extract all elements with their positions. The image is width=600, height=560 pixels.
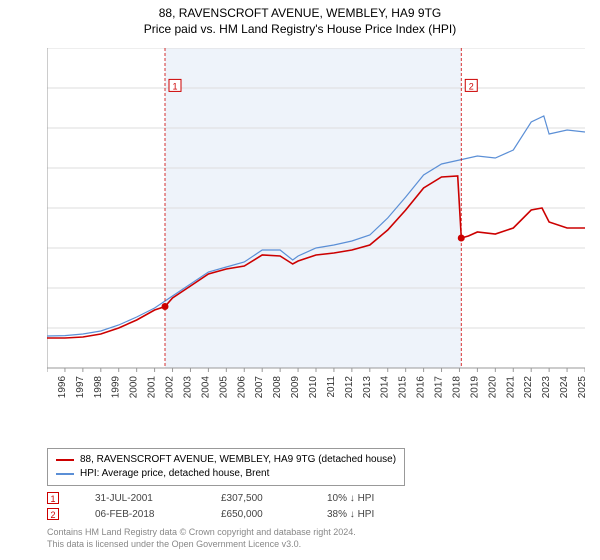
transaction-pct: 38% ↓ HPI: [327, 509, 387, 520]
svg-text:2018: 2018: [451, 376, 462, 399]
transaction-date: 06-FEB-2018: [95, 509, 185, 520]
svg-text:2013: 2013: [362, 376, 373, 399]
transaction-marker: 2: [47, 508, 59, 520]
legend-swatch: [56, 473, 74, 475]
svg-text:2023: 2023: [541, 376, 552, 399]
title-main: 88, RAVENSCROFT AVENUE, WEMBLEY, HA9 9TG: [0, 6, 600, 20]
footer-line-2: This data is licensed under the Open Gov…: [47, 538, 356, 550]
svg-text:2003: 2003: [182, 376, 193, 399]
svg-text:1999: 1999: [111, 376, 122, 399]
svg-text:2001: 2001: [147, 376, 158, 399]
legend: 88, RAVENSCROFT AVENUE, WEMBLEY, HA9 9TG…: [47, 448, 405, 486]
svg-text:2016: 2016: [416, 376, 427, 399]
title-sub: Price paid vs. HM Land Registry's House …: [0, 22, 600, 36]
svg-text:2004: 2004: [200, 376, 211, 399]
svg-text:1996: 1996: [57, 376, 68, 399]
chart-svg: £0£200K£400K£600K£800K£1M£1.2M£1.4M£1.6M…: [47, 48, 585, 408]
svg-text:1: 1: [172, 81, 177, 91]
transaction-rows: 1 31-JUL-2001 £307,500 10% ↓ HPI 2 06-FEB-201…: [47, 492, 387, 524]
transaction-marker: 1: [47, 492, 59, 504]
svg-text:1995: 1995: [47, 376, 50, 399]
svg-text:2007: 2007: [254, 376, 265, 399]
svg-text:2011: 2011: [326, 376, 337, 398]
svg-text:2025: 2025: [577, 376, 585, 399]
legend-label: HPI: Average price, detached house, Bren…: [80, 467, 269, 481]
transaction-pct: 10% ↓ HPI: [327, 493, 387, 504]
svg-text:2022: 2022: [523, 376, 534, 399]
transaction-price: £650,000: [221, 509, 291, 520]
svg-text:2015: 2015: [398, 376, 409, 399]
legend-label: 88, RAVENSCROFT AVENUE, WEMBLEY, HA9 9TG…: [80, 453, 396, 467]
title-block: 88, RAVENSCROFT AVENUE, WEMBLEY, HA9 9TG…: [0, 0, 600, 36]
svg-text:2008: 2008: [272, 376, 283, 399]
chart-container: 88, RAVENSCROFT AVENUE, WEMBLEY, HA9 9TG…: [0, 0, 600, 560]
svg-text:2009: 2009: [290, 376, 301, 399]
svg-text:2012: 2012: [344, 376, 355, 399]
legend-row: 88, RAVENSCROFT AVENUE, WEMBLEY, HA9 9TG…: [56, 453, 396, 467]
svg-text:1997: 1997: [75, 376, 86, 399]
footer: Contains HM Land Registry data © Crown c…: [47, 526, 356, 550]
legend-swatch: [56, 459, 74, 461]
footer-line-1: Contains HM Land Registry data © Crown c…: [47, 526, 356, 538]
svg-text:2021: 2021: [505, 376, 516, 399]
svg-text:2010: 2010: [308, 376, 319, 399]
svg-text:2002: 2002: [165, 376, 176, 399]
svg-text:2006: 2006: [236, 376, 247, 399]
svg-text:2020: 2020: [487, 376, 498, 399]
svg-text:2005: 2005: [218, 376, 229, 399]
chart-area: £0£200K£400K£600K£800K£1M£1.2M£1.4M£1.6M…: [47, 48, 585, 408]
svg-text:1998: 1998: [93, 376, 104, 399]
svg-text:2014: 2014: [380, 376, 391, 399]
transaction-row: 1 31-JUL-2001 £307,500 10% ↓ HPI: [47, 492, 387, 504]
transaction-price: £307,500: [221, 493, 291, 504]
svg-text:2024: 2024: [559, 376, 570, 399]
svg-text:2017: 2017: [434, 376, 445, 399]
svg-text:2: 2: [469, 81, 474, 91]
transaction-date: 31-JUL-2001: [95, 493, 185, 504]
transaction-row: 2 06-FEB-2018 £650,000 38% ↓ HPI: [47, 508, 387, 520]
legend-row: HPI: Average price, detached house, Bren…: [56, 467, 396, 481]
svg-text:2019: 2019: [469, 376, 480, 399]
svg-text:2000: 2000: [129, 376, 140, 399]
